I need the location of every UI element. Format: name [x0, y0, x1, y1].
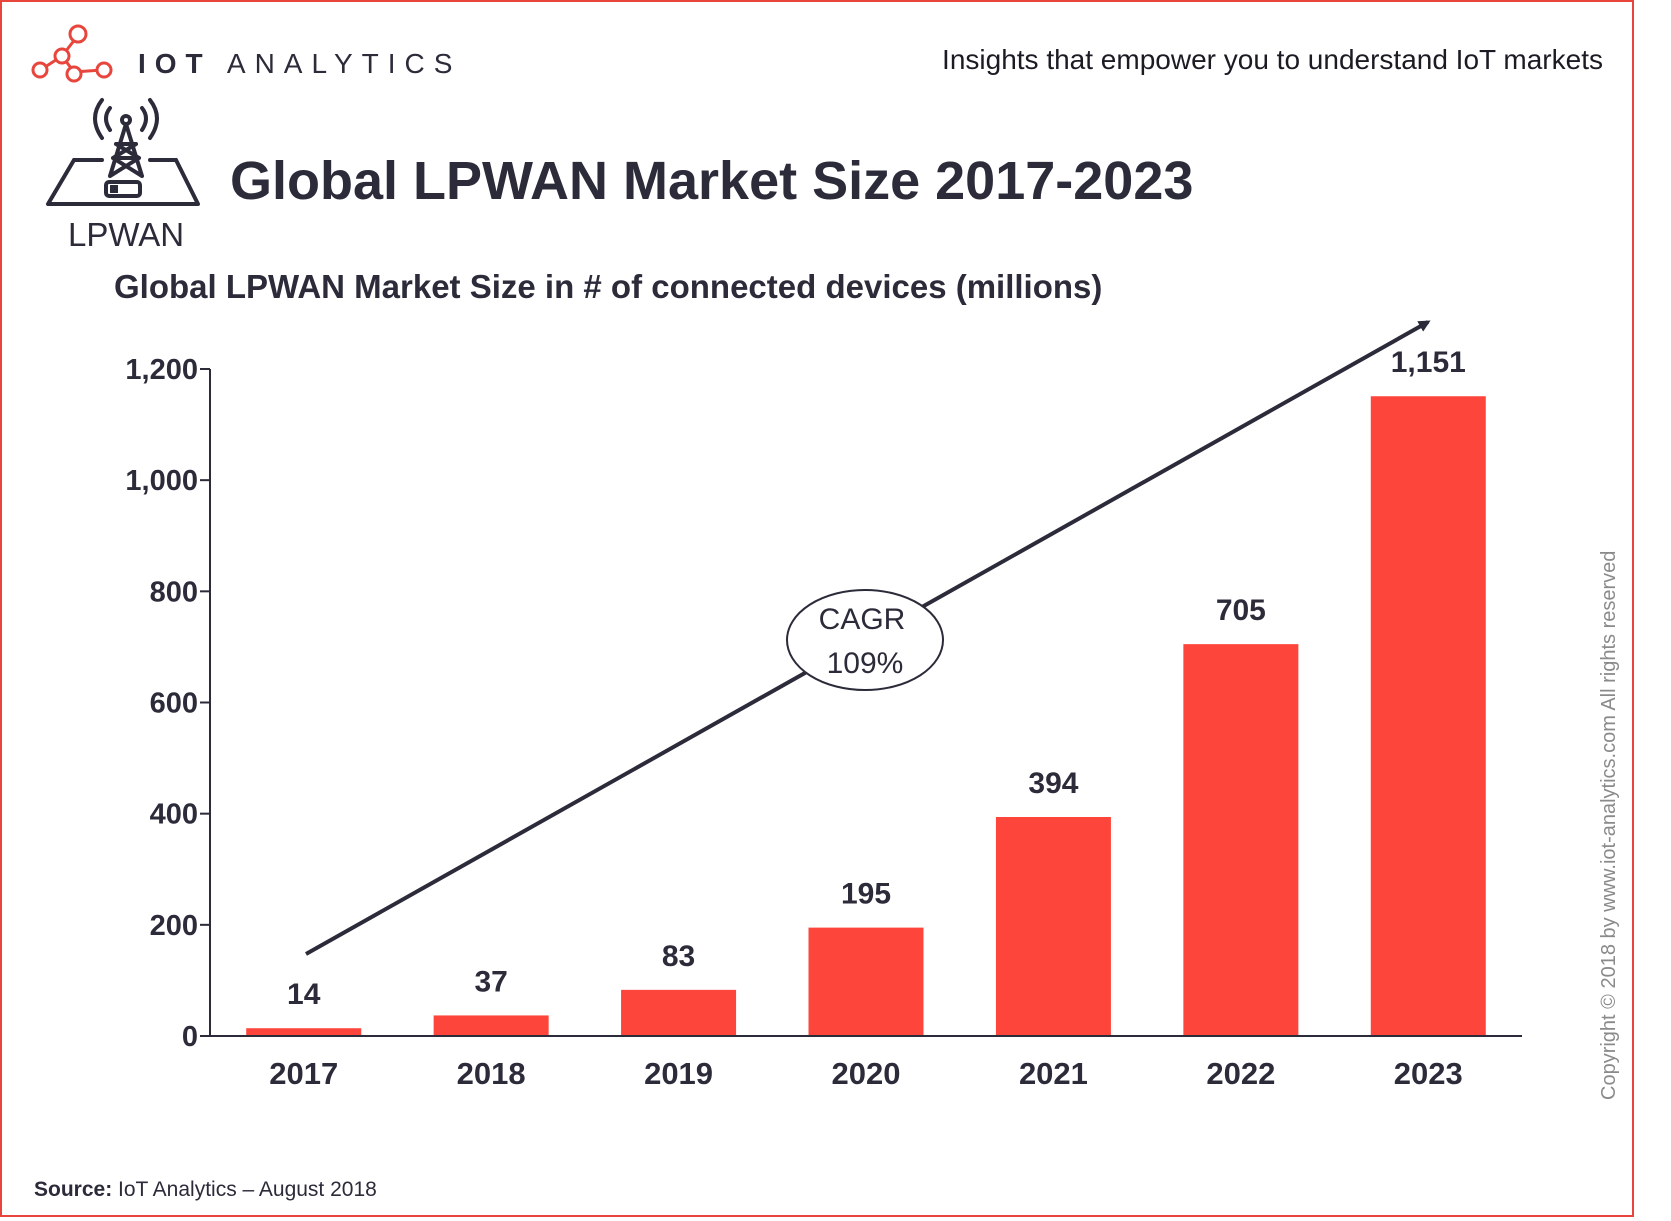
bar-2020	[808, 927, 924, 1036]
x-tick-label: 2022	[1206, 1056, 1275, 1091]
lpwan-label: LPWAN	[68, 216, 185, 253]
chart-title: Global LPWAN Market Size 2017-2023	[230, 151, 1194, 211]
y-tick-label: 1,200	[125, 354, 198, 386]
y-axis: 0 200 400 600 800 1,000 1,200	[125, 354, 211, 1053]
x-tick-label: 2017	[269, 1056, 338, 1091]
x-axis: 2017 2018 2019 2020 2021 2022 2023	[269, 1056, 1463, 1091]
bar-2023	[1370, 396, 1486, 1036]
bar-2021	[995, 817, 1111, 1036]
copyright-notice: Copyright © 2018 by www.iot-analytics.co…	[1598, 550, 1620, 1100]
x-tick-label: 2021	[1019, 1056, 1088, 1091]
chart-subtitle: Global LPWAN Market Size in # of connect…	[114, 268, 1103, 305]
x-tick-label: 2023	[1394, 1056, 1463, 1091]
bar-2022	[1183, 644, 1299, 1036]
brand-name: IOT ANALYTICS	[138, 48, 461, 80]
y-tick-label: 400	[150, 799, 198, 831]
value-label: 14	[287, 978, 321, 1011]
iot-analytics-logo-icon	[31, 24, 113, 83]
cagr-label: CAGR	[819, 603, 906, 636]
source-label: Source:	[34, 1178, 113, 1201]
y-tick-label: 200	[150, 910, 198, 942]
value-label: 83	[662, 940, 695, 973]
value-label: 394	[1028, 767, 1078, 800]
value-label: 705	[1216, 594, 1266, 627]
cagr-annotation: CAGR 109%	[786, 589, 944, 691]
bar-2019	[621, 989, 737, 1036]
x-tick-label: 2019	[644, 1056, 713, 1091]
y-tick-label: 1,000	[125, 465, 198, 497]
value-label: 195	[841, 878, 891, 911]
source-note: Source: IoT Analytics – August 2018	[34, 1178, 377, 1202]
y-tick-label: 600	[150, 688, 198, 720]
brand-light: ANALYTICS	[226, 48, 462, 79]
slide-frame	[0, 0, 1634, 1217]
source-text: IoT Analytics – August 2018	[118, 1178, 377, 1201]
y-tick-label: 0	[182, 1021, 198, 1053]
bar-2017	[246, 1028, 362, 1036]
lpwan-tower-icon	[46, 98, 200, 206]
value-label: 1,151	[1391, 346, 1466, 379]
y-tick-label: 800	[150, 576, 198, 608]
tagline: Insights that empower you to understand …	[942, 44, 1603, 75]
bar-2018	[433, 1015, 549, 1036]
x-tick-label: 2020	[832, 1056, 901, 1091]
value-label: 37	[474, 965, 507, 998]
cagr-value: 109%	[827, 647, 904, 680]
bars-group: 14 37 83 195 394 705 1,151	[246, 346, 1486, 1036]
x-tick-label: 2018	[457, 1056, 526, 1091]
cagr-ellipse	[786, 589, 944, 691]
brand-strong: IOT	[138, 48, 212, 79]
